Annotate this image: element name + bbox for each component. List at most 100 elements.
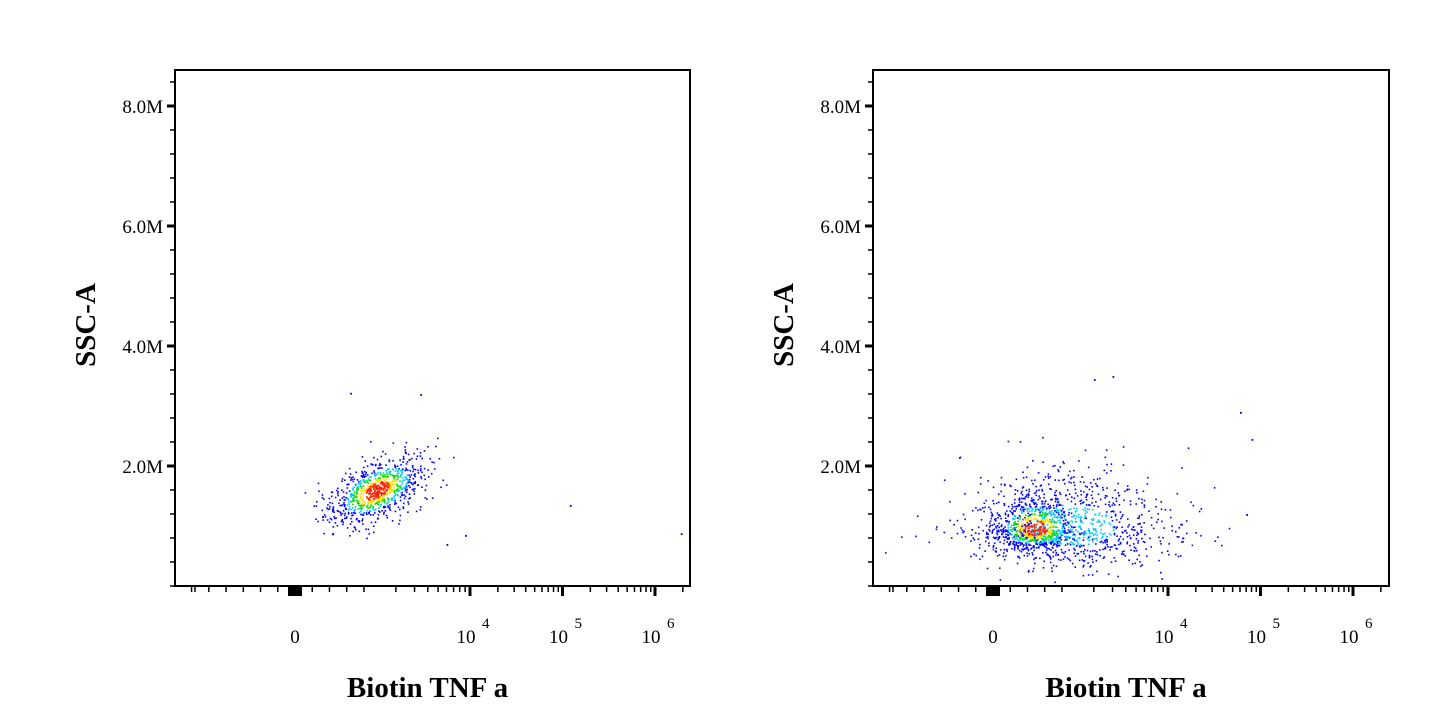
data-point — [433, 468, 436, 470]
data-point — [1049, 561, 1052, 564]
data-point — [1052, 544, 1055, 546]
data-point — [977, 491, 979, 494]
data-point — [990, 517, 993, 520]
data-point — [400, 494, 403, 496]
data-point — [1091, 555, 1093, 558]
data-point — [1157, 513, 1159, 515]
data-point — [1095, 553, 1097, 555]
data-point — [352, 512, 355, 514]
data-point — [1042, 552, 1044, 554]
data-point — [342, 491, 345, 493]
data-point — [1065, 531, 1067, 534]
data-point — [361, 476, 364, 478]
data-point — [396, 474, 398, 477]
data-point — [1090, 482, 1092, 484]
data-point — [348, 501, 350, 503]
data-point — [1022, 539, 1024, 542]
data-point — [1061, 509, 1063, 512]
data-point — [396, 465, 399, 467]
data-point — [402, 479, 404, 482]
outlier-point — [465, 535, 467, 537]
data-point — [1019, 527, 1022, 530]
data-point — [358, 511, 361, 514]
data-point — [1059, 542, 1062, 545]
data-point — [402, 502, 405, 505]
data-point — [383, 484, 386, 486]
data-point — [984, 540, 987, 543]
data-point — [1070, 482, 1072, 484]
data-point — [1028, 543, 1030, 545]
data-point — [1031, 552, 1034, 554]
data-point — [399, 486, 402, 489]
data-point — [1141, 513, 1143, 516]
data-point — [405, 467, 407, 470]
data-point — [1055, 535, 1058, 538]
data-point — [316, 501, 318, 503]
data-point — [334, 517, 336, 520]
data-point — [1128, 524, 1130, 526]
data-point — [1042, 524, 1045, 526]
data-point — [995, 518, 997, 520]
data-point — [1107, 573, 1110, 575]
data-point — [351, 520, 353, 523]
data-point — [419, 455, 422, 457]
data-point — [1027, 496, 1029, 499]
data-point — [1108, 501, 1111, 503]
data-point — [996, 530, 998, 532]
data-point — [1033, 532, 1036, 535]
data-point — [1035, 540, 1038, 542]
data-point — [1004, 517, 1007, 519]
data-point — [365, 488, 368, 491]
data-point — [1049, 530, 1052, 533]
data-point — [1044, 525, 1046, 528]
data-point — [1004, 483, 1006, 486]
data-point — [1038, 537, 1041, 540]
data-point — [1068, 558, 1070, 561]
data-point — [1074, 511, 1077, 513]
data-point — [964, 535, 967, 538]
data-point — [386, 502, 389, 505]
data-point — [368, 502, 370, 504]
data-point — [413, 452, 415, 455]
data-point — [370, 441, 372, 443]
data-point — [371, 472, 373, 475]
data-point — [1213, 487, 1216, 489]
data-point — [1049, 488, 1051, 490]
data-point — [1026, 521, 1028, 524]
data-point — [366, 487, 369, 490]
data-point — [427, 476, 430, 478]
data-point — [399, 508, 401, 511]
data-point — [1016, 544, 1019, 547]
data-point — [416, 455, 419, 458]
y-tick-label: 6.0M — [820, 217, 861, 238]
data-point — [1163, 527, 1165, 529]
data-point — [1055, 511, 1058, 514]
data-point — [1200, 508, 1203, 510]
data-point — [1015, 541, 1018, 543]
data-point — [1051, 540, 1054, 542]
data-point — [1124, 555, 1127, 557]
data-point — [995, 525, 997, 528]
data-point — [374, 512, 376, 514]
data-point — [1161, 578, 1163, 580]
data-point — [1024, 541, 1027, 544]
data-point — [1120, 517, 1122, 520]
data-point — [992, 545, 995, 547]
data-point — [988, 522, 991, 524]
data-point — [379, 464, 382, 466]
data-point — [358, 504, 360, 507]
data-point — [1013, 534, 1016, 536]
data-point — [1038, 489, 1040, 491]
data-point — [379, 511, 381, 513]
data-point — [376, 500, 379, 502]
data-point — [1136, 531, 1138, 534]
data-point — [1057, 558, 1060, 561]
data-point — [1030, 533, 1032, 536]
data-point — [351, 493, 354, 496]
data-point — [1134, 547, 1137, 550]
data-point — [1117, 482, 1119, 485]
data-point — [348, 476, 351, 478]
data-point — [394, 470, 397, 472]
data-point — [374, 475, 376, 477]
data-point — [1108, 532, 1111, 535]
